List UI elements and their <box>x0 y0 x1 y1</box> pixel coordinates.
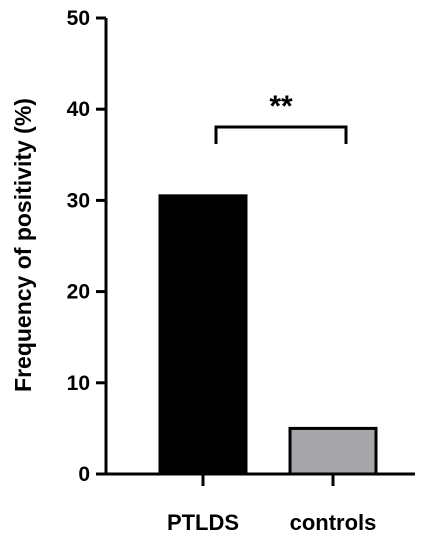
x-tick-label: controls <box>290 510 377 535</box>
x-tick-label: PTLDS <box>167 510 239 535</box>
y-axis: 0 10 20 30 40 50 <box>67 7 108 486</box>
y-tick-label: 40 <box>67 98 90 121</box>
significance-bracket <box>214 125 348 144</box>
y-tick-label: 20 <box>67 281 90 304</box>
x-axis: PTLDS controls <box>106 472 415 535</box>
bars <box>158 194 378 476</box>
bar-ptlds <box>158 194 248 476</box>
y-tick-label: 30 <box>67 189 90 212</box>
y-tick-label: 50 <box>67 7 90 30</box>
bar-controls <box>288 426 378 476</box>
significance-label: ** <box>269 90 293 123</box>
y-axis-label: Frequency of positivity (%) <box>10 98 36 392</box>
y-tick-label: 10 <box>67 372 90 395</box>
y-tick-label: 0 <box>78 463 90 486</box>
significance-annotations: ** <box>214 90 348 144</box>
